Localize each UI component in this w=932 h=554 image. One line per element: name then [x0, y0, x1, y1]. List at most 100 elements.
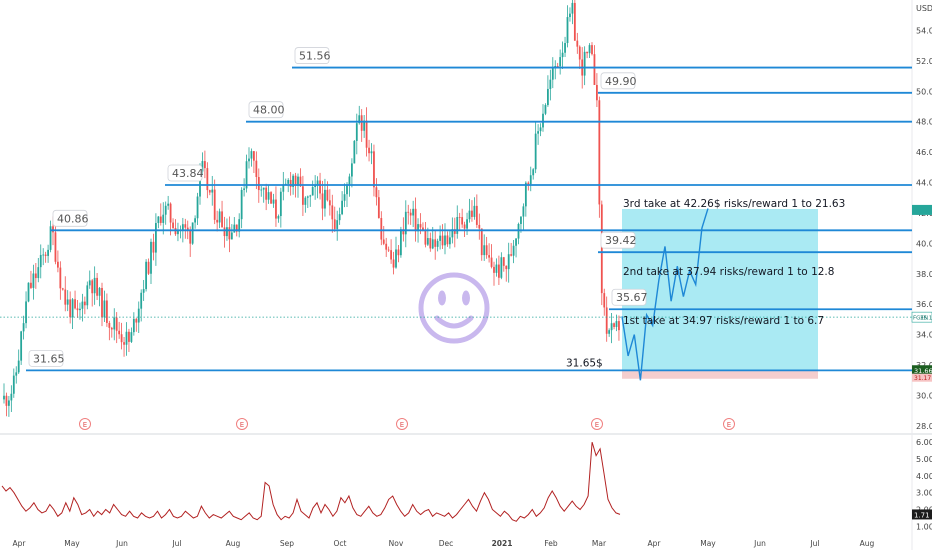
candle-62	[155, 213, 157, 266]
candle-249	[613, 322, 615, 330]
candle-body	[397, 249, 400, 256]
candle-114	[282, 171, 285, 201]
candle-body	[600, 204, 603, 294]
candle-96	[238, 213, 241, 238]
candle-50	[125, 322, 128, 356]
candle-body	[15, 372, 18, 376]
level-label-box	[294, 47, 330, 64]
candle-body	[554, 65, 557, 68]
candle-208	[512, 240, 515, 264]
candle-28	[71, 297, 74, 329]
trade-annotations[interactable]: 31.65$ 3rd take at 42.26$ risks/reward 1 …	[566, 198, 845, 369]
candle-84	[208, 189, 211, 196]
candle-5	[15, 366, 18, 384]
volume-indicator-pane[interactable]: 6.005.004.003.002.001.001.71	[1, 438, 932, 531]
candle-body	[221, 211, 223, 228]
price-levels[interactable]: 51.56 49.90 48.00 43.84 40.86 39.42 35.67 31.65	[0, 47, 912, 372]
level-label-box	[600, 231, 636, 249]
candle-17	[44, 251, 47, 263]
candle-body	[145, 261, 147, 290]
candle-body	[547, 88, 549, 106]
price-tick-label: 52.00	[916, 57, 932, 66]
candle-10	[27, 282, 30, 303]
candle-42	[106, 293, 108, 327]
candle-129	[319, 172, 321, 200]
candle-body	[213, 189, 216, 220]
candle-body	[326, 189, 329, 201]
candle-158	[390, 239, 392, 264]
candle-107	[265, 183, 268, 211]
candle-body	[321, 193, 324, 209]
candle-body	[250, 151, 253, 159]
candle-103	[255, 151, 258, 190]
candle-body	[390, 250, 392, 260]
earnings-circle	[396, 418, 408, 430]
candle-body	[49, 226, 52, 250]
time-label: Oct	[334, 539, 347, 548]
candle-body	[275, 199, 277, 219]
candle-body	[101, 287, 103, 318]
candle-207	[510, 242, 513, 257]
candle-234	[576, 32, 579, 54]
candle-181	[446, 231, 449, 247]
level-51-56: 51.56	[292, 47, 912, 69]
candle-186	[458, 212, 461, 231]
candle-195	[480, 228, 483, 261]
candle-body	[573, 2, 576, 41]
candle-49	[123, 336, 125, 357]
candle-body	[537, 131, 539, 134]
candle-70	[174, 219, 177, 236]
candle-body	[365, 120, 368, 148]
candle-body	[204, 161, 206, 169]
candle-233	[573, 0, 576, 41]
time-label: Jun	[115, 539, 128, 548]
candle-body	[32, 273, 35, 288]
candle-59	[147, 258, 150, 275]
volume-line	[1, 441, 621, 522]
candle-body	[429, 238, 432, 249]
candle-51	[128, 328, 130, 352]
candle-body	[20, 331, 23, 361]
time-label: Sep	[280, 539, 294, 548]
candle-102	[253, 151, 255, 174]
level-label-box	[28, 349, 64, 367]
candle-body	[162, 214, 165, 223]
candle-body	[64, 289, 67, 305]
candle-157	[387, 246, 390, 252]
candle-body	[238, 219, 241, 232]
smiley-outline	[418, 272, 490, 344]
candle-30	[76, 300, 79, 318]
candle-body	[419, 224, 422, 228]
time-label: Feb	[544, 539, 558, 548]
candle-body	[44, 254, 47, 256]
time-axis[interactable]: Apr May Jun Jul Aug Sep Oct Nov Dec 2021 Feb Mar Apr…	[13, 539, 875, 548]
candle-235	[578, 45, 581, 70]
candle-body	[348, 176, 351, 185]
candle-196	[483, 234, 486, 261]
highlight-bottom-bg	[912, 373, 932, 382]
candle-body	[524, 182, 527, 207]
candle-body	[172, 222, 174, 228]
candle-153	[377, 189, 380, 219]
earnings-circle	[723, 418, 735, 430]
take-profit-note-1: 3rd take at 42.26$ risks/reward 1 to 21.…	[623, 198, 845, 210]
candle-238	[586, 51, 588, 59]
price-tick-label: 50.00	[916, 87, 932, 96]
candle-body	[387, 249, 390, 251]
candle-206	[507, 242, 510, 283]
candle-body	[532, 169, 535, 176]
candle-body	[507, 254, 510, 270]
candle-body	[5, 395, 8, 406]
price-tick-label: 48.00	[916, 118, 932, 127]
candle-187	[461, 208, 464, 228]
candle-body	[304, 197, 307, 205]
candle-body	[240, 189, 243, 220]
candle-body	[277, 216, 280, 219]
level-label: 43.84	[172, 167, 204, 180]
target-zone	[622, 209, 818, 379]
candle-229	[564, 36, 566, 57]
